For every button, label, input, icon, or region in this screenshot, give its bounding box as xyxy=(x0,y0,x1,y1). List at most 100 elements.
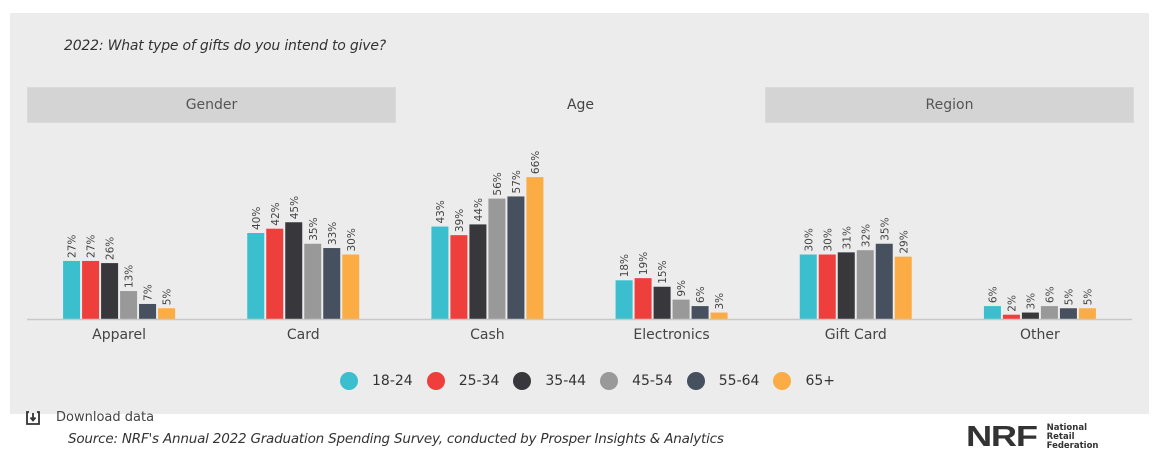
bar-apparel-55-64[interactable] xyxy=(139,303,157,319)
data-label: 30% xyxy=(822,228,834,251)
data-label: 18% xyxy=(619,254,631,277)
bar-apparel-45-54[interactable] xyxy=(120,291,138,319)
data-label: 26% xyxy=(105,237,117,260)
legend-label: 65+ xyxy=(805,373,835,389)
legend-item[interactable]: 18-24 xyxy=(340,372,413,390)
bar-cash-25-34[interactable] xyxy=(450,235,468,319)
bar-other-18-24[interactable] xyxy=(983,306,1001,319)
x-tick-label: Apparel xyxy=(92,327,146,343)
legend-label: 55-64 xyxy=(718,373,760,389)
bar-electronics-35-44[interactable] xyxy=(653,286,671,319)
bar-gift-card-18-24[interactable] xyxy=(799,254,817,320)
bar-card-18-24[interactable] xyxy=(247,233,265,319)
legend-swatch xyxy=(600,372,619,390)
chart-panel xyxy=(10,13,1149,414)
data-label: 9% xyxy=(676,280,688,297)
legend-item[interactable]: 45-54 xyxy=(600,372,673,390)
legend-label: 18-24 xyxy=(372,373,413,389)
bar-electronics-18-24[interactable] xyxy=(615,280,633,319)
bar-other-65+[interactable] xyxy=(1078,308,1096,319)
bar-card-65+[interactable] xyxy=(342,254,360,320)
legend-label: 35-44 xyxy=(545,373,587,389)
logo-mark: NRF xyxy=(966,421,1038,453)
data-label: 45% xyxy=(289,196,301,219)
legend-swatch xyxy=(340,372,358,390)
logo-line: National xyxy=(1046,423,1087,433)
bar-card-25-34[interactable] xyxy=(266,228,284,319)
bar-cash-65+[interactable] xyxy=(526,177,544,319)
bar-other-25-34[interactable] xyxy=(1002,314,1020,319)
x-tick-label: Cash xyxy=(470,327,505,343)
data-label: 56% xyxy=(492,172,504,195)
legend-label: 25-34 xyxy=(458,373,500,389)
legend-swatch xyxy=(513,372,532,390)
bar-gift-card-65+[interactable] xyxy=(894,256,912,319)
bar-other-45-54[interactable] xyxy=(1040,306,1058,319)
bar-card-55-64[interactable] xyxy=(323,248,341,319)
bar-electronics-25-34[interactable] xyxy=(634,278,652,319)
bar-cash-45-54[interactable] xyxy=(488,198,506,319)
data-label: 30% xyxy=(803,228,815,251)
data-label: 6% xyxy=(695,286,707,303)
tab-region[interactable]: Region xyxy=(765,87,1134,123)
data-label: 5% xyxy=(1063,289,1075,306)
data-label: 32% xyxy=(860,224,872,247)
data-label: 2% xyxy=(1006,295,1018,312)
bar-cash-55-64[interactable] xyxy=(507,196,525,319)
bar-gift-card-25-34[interactable] xyxy=(818,254,836,320)
data-label: 33% xyxy=(327,222,339,245)
bar-electronics-55-64[interactable] xyxy=(691,306,709,319)
data-label: 44% xyxy=(473,198,485,221)
data-label: 19% xyxy=(638,252,650,275)
bar-apparel-65+[interactable] xyxy=(158,308,176,319)
data-label: 39% xyxy=(454,209,466,232)
bar-electronics-45-54[interactable] xyxy=(672,299,690,319)
legend-swatch xyxy=(773,372,792,390)
legend-item[interactable]: 25-34 xyxy=(426,372,500,390)
download-label: Download data xyxy=(56,410,155,425)
bar-card-45-54[interactable] xyxy=(304,243,322,319)
bar-apparel-35-44[interactable] xyxy=(101,263,119,319)
tab-age[interactable]: Age xyxy=(396,87,765,123)
bar-apparel-18-24[interactable] xyxy=(63,260,81,319)
x-tick-label: Card xyxy=(287,327,320,343)
bar-gift-card-45-54[interactable] xyxy=(856,250,874,319)
data-label: 27% xyxy=(67,235,79,258)
bar-gift-card-55-64[interactable] xyxy=(875,243,893,319)
legend-item[interactable]: 65+ xyxy=(773,372,835,390)
legend-item[interactable]: 55-64 xyxy=(686,372,760,390)
data-label: 15% xyxy=(657,260,669,283)
chart-question: 2022: What type of gifts do you intend t… xyxy=(64,38,386,54)
data-label: 35% xyxy=(308,217,320,240)
tab-gender[interactable]: Gender xyxy=(27,87,396,123)
bar-other-35-44[interactable] xyxy=(1021,312,1039,319)
x-tick-label: Other xyxy=(1020,327,1060,343)
data-label: 66% xyxy=(530,151,542,174)
logo-text: National Retail Federation xyxy=(1047,424,1099,451)
data-label: 57% xyxy=(511,170,523,193)
bar-cash-18-24[interactable] xyxy=(431,226,449,319)
legend-swatch xyxy=(426,372,445,390)
bar-card-35-44[interactable] xyxy=(285,222,303,319)
data-label: 42% xyxy=(270,202,282,225)
bar-gift-card-35-44[interactable] xyxy=(837,252,855,319)
download-data-link[interactable]: Download data xyxy=(26,410,154,425)
data-label: 5% xyxy=(1082,289,1094,306)
logo-line: Federation xyxy=(1046,441,1099,451)
data-label: 7% xyxy=(143,284,155,301)
data-label: 3% xyxy=(1025,293,1037,310)
bar-cash-35-44[interactable] xyxy=(469,224,487,319)
bar-other-55-64[interactable] xyxy=(1059,308,1077,319)
legend-item[interactable]: 35-44 xyxy=(513,372,586,390)
filter-tabs: Gender Age Region xyxy=(27,87,1134,123)
data-label: 5% xyxy=(162,289,174,306)
data-label: 6% xyxy=(1044,286,1056,303)
x-tick-label: Electronics xyxy=(633,327,709,343)
data-label: 30% xyxy=(346,228,358,251)
legend-label: 45-54 xyxy=(632,373,673,389)
bar-apparel-25-34[interactable] xyxy=(82,260,100,319)
nrf-logo: NRF National Retail Federation xyxy=(966,423,1098,452)
data-label: 29% xyxy=(898,230,910,253)
bar-electronics-65+[interactable] xyxy=(710,312,728,319)
data-label: 3% xyxy=(714,293,726,310)
